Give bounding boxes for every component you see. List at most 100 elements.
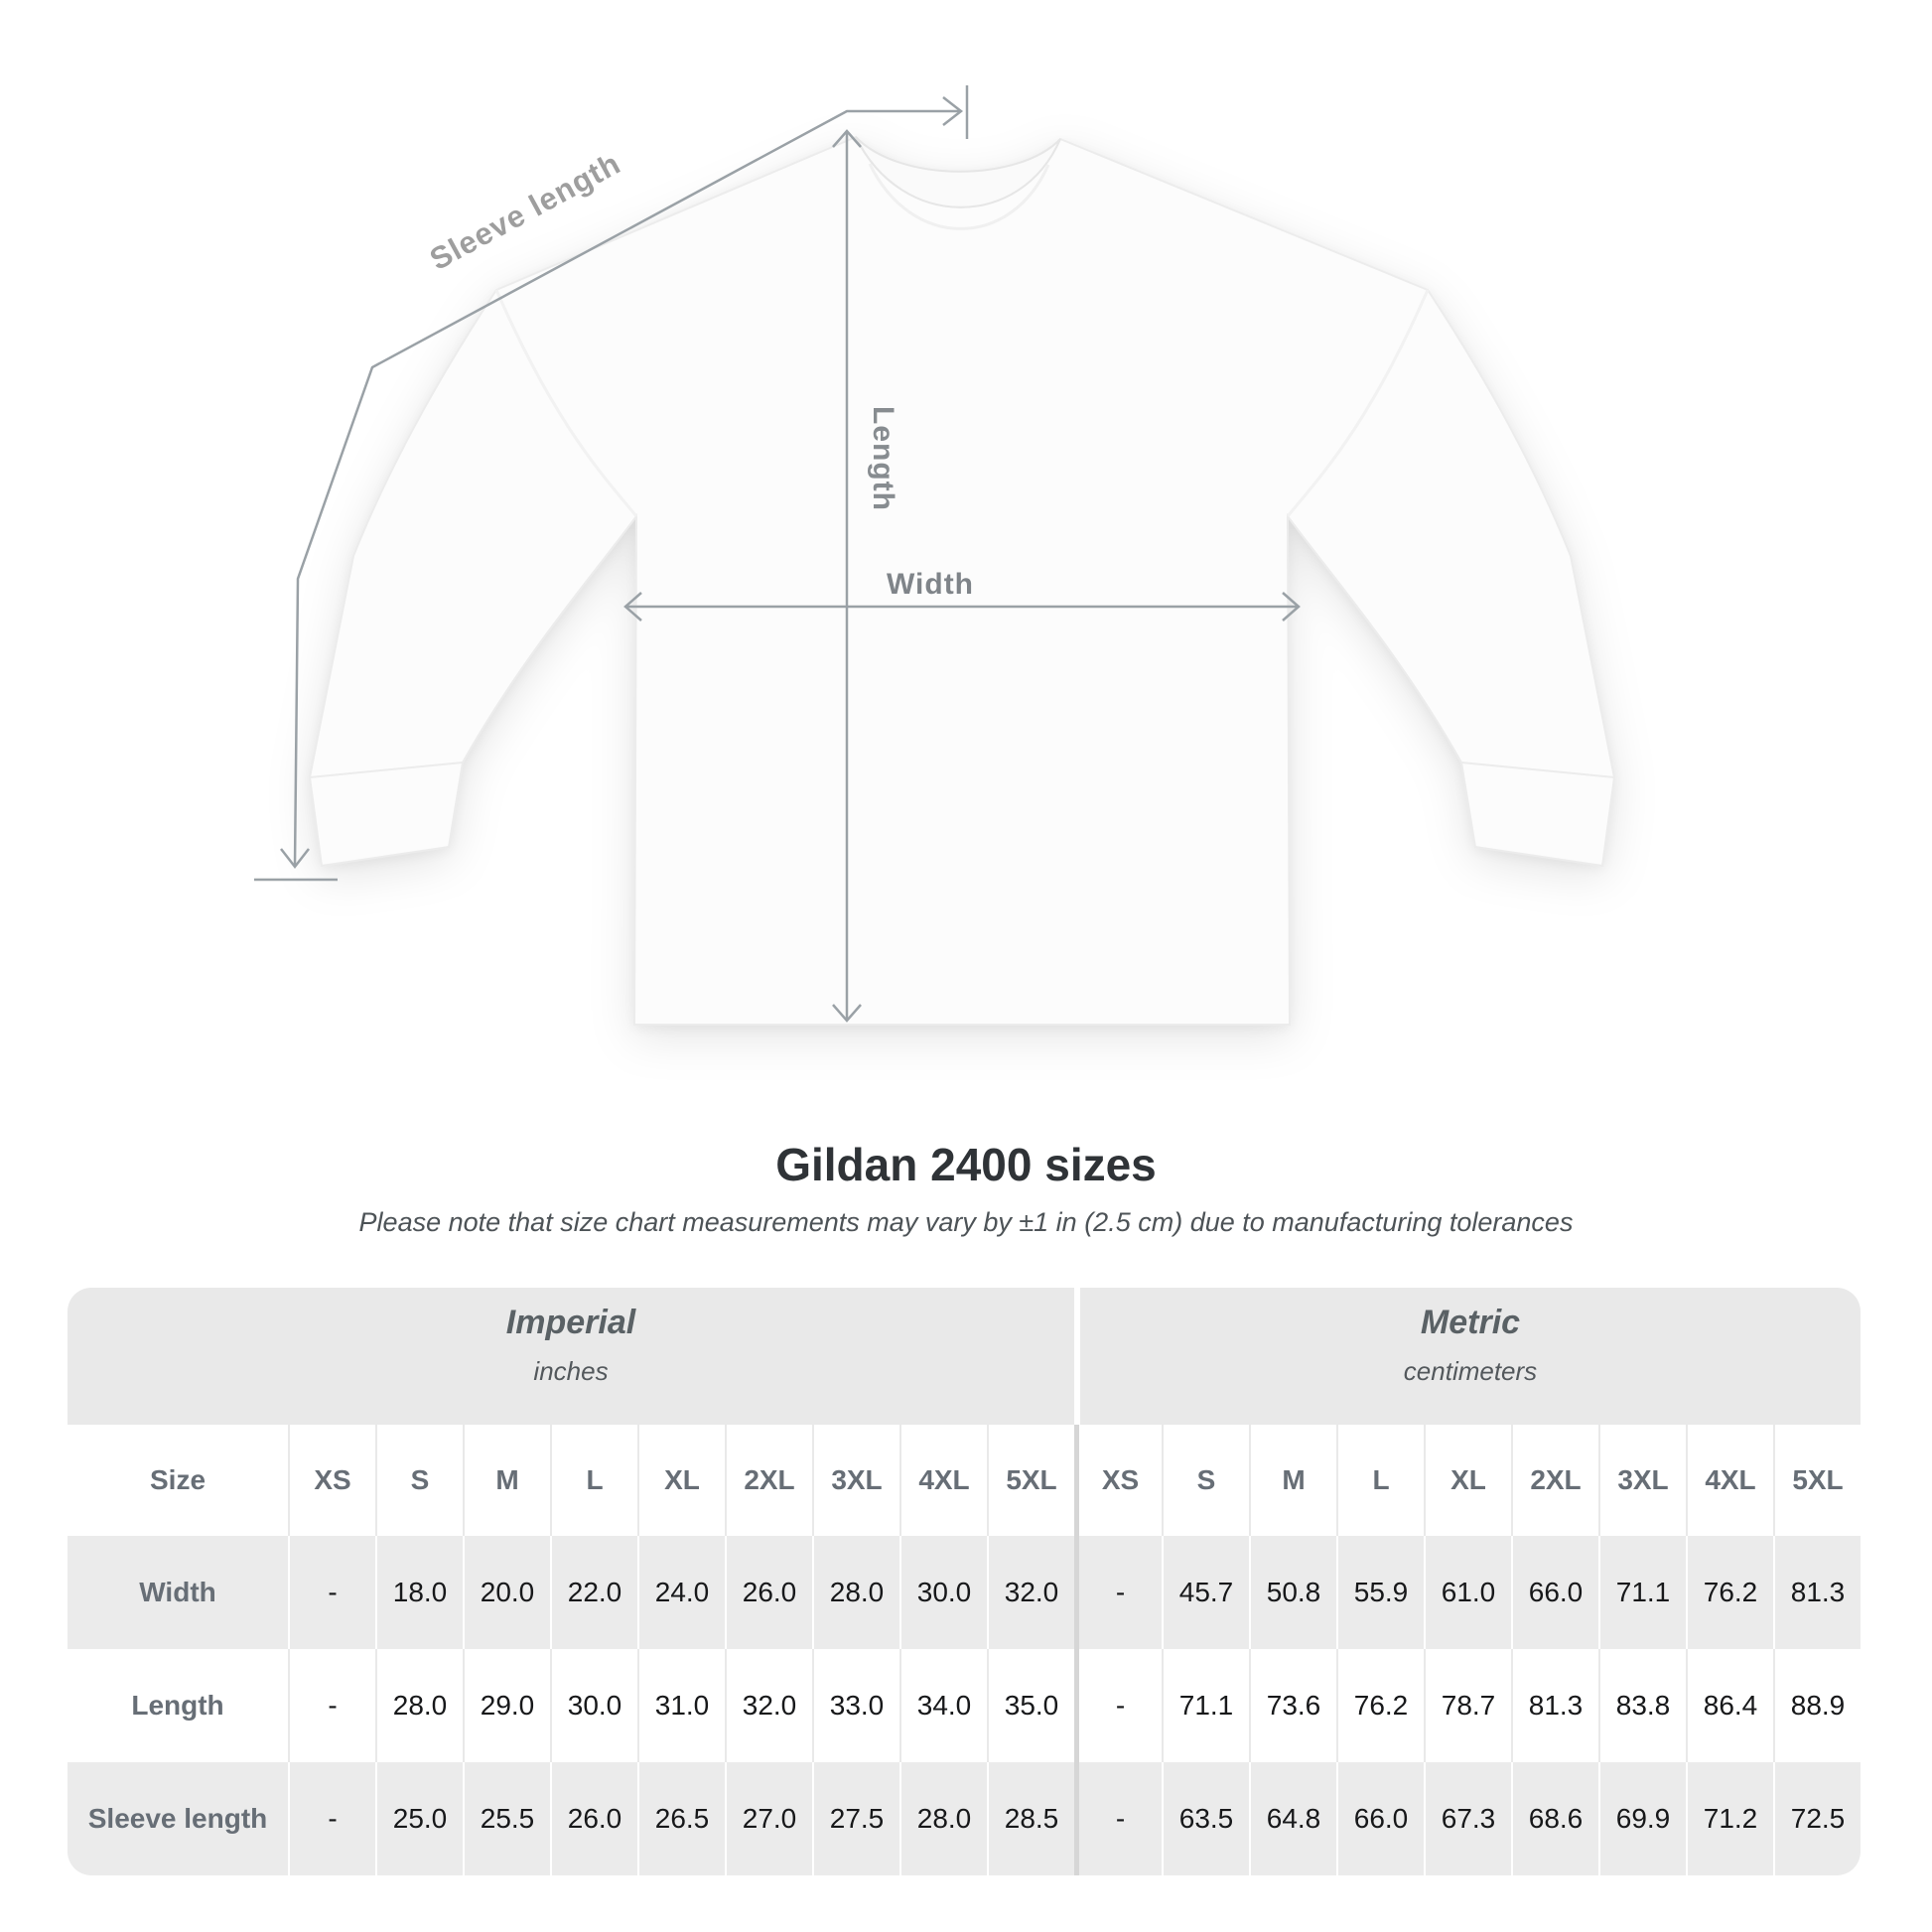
sleeve-imperial-5xl: 28.5 (987, 1762, 1074, 1875)
size-header-imperial-s: S (375, 1425, 463, 1536)
row-label-length: Length (131, 1690, 224, 1721)
width-imperial-s: 18.0 (375, 1536, 463, 1649)
length-imperial-4xl: 34.0 (899, 1649, 987, 1762)
imperial-band-title: Imperial (505, 1304, 636, 1341)
width-imperial-3xl: 28.0 (812, 1536, 899, 1649)
sleeve-length-line (293, 109, 961, 867)
sleeve-metric-l: 66.0 (1336, 1762, 1424, 1875)
width-imperial-l: 22.0 (550, 1536, 637, 1649)
sleeve-imperial-4xl: 28.0 (899, 1762, 987, 1875)
sleeve-metric-xs: - (1074, 1762, 1162, 1875)
left-cuff-seam (309, 761, 464, 778)
band-divider-gap (1074, 1288, 1080, 1425)
length-metric-4xl: 86.4 (1686, 1649, 1773, 1762)
size-header-metric-2xl: 2XL (1511, 1425, 1598, 1536)
length-metric-xl: 78.7 (1424, 1649, 1511, 1762)
width-metric-5xl: 81.3 (1773, 1536, 1861, 1649)
width-imperial-4xl: 30.0 (899, 1536, 987, 1649)
length-imperial-xl: 31.0 (637, 1649, 725, 1762)
sleeve-imperial-m: 25.5 (463, 1762, 550, 1875)
sleeve-imperial-3xl: 27.5 (812, 1762, 899, 1875)
size-header-metric-l: L (1336, 1425, 1424, 1536)
imperial-band-unit: inches (533, 1356, 609, 1386)
size-header-imperial-3xl: 3XL (812, 1425, 899, 1536)
width-metric-m: 50.8 (1249, 1536, 1336, 1649)
width-imperial-2xl: 26.0 (725, 1536, 812, 1649)
size-column-header: Size (149, 1464, 207, 1495)
length-imperial-s: 28.0 (375, 1649, 463, 1762)
size-header-metric-xs: XS (1074, 1425, 1162, 1536)
table-row-length: Length - 28.0 29.0 30.0 31.0 32.0 33.0 3… (68, 1649, 1861, 1762)
width-imperial-m: 20.0 (463, 1536, 550, 1649)
sleeve-metric-2xl: 68.6 (1511, 1762, 1598, 1875)
right-sleeve-crease (1286, 289, 1430, 517)
size-header-imperial-l: L (550, 1425, 637, 1536)
collar-shadow-seam (868, 163, 1050, 230)
length-metric-xs: - (1074, 1649, 1162, 1762)
sleeve-metric-3xl: 69.9 (1598, 1762, 1686, 1875)
length-arrow-up (832, 129, 862, 148)
size-header-metric-4xl: 4XL (1686, 1425, 1773, 1536)
table-row-width: Width - 18.0 20.0 22.0 24.0 26.0 28.0 30… (68, 1536, 1861, 1649)
width-imperial-xl: 24.0 (637, 1536, 725, 1649)
shirt-collar (855, 136, 1061, 208)
width-imperial-5xl: 32.0 (987, 1536, 1074, 1649)
sleeve-imperial-l: 26.0 (550, 1762, 637, 1875)
sleeve-metric-xl: 67.3 (1424, 1762, 1511, 1875)
length-measure: Length (832, 129, 899, 1023)
size-header-row: Size XS S M L XL 2XL 3XL 4XL 5XL XS S M … (68, 1425, 1861, 1536)
length-metric-2xl: 81.3 (1511, 1649, 1598, 1762)
length-arrow-down (832, 1004, 862, 1023)
size-header-imperial-2xl: 2XL (725, 1425, 812, 1536)
width-metric-s: 45.7 (1162, 1536, 1249, 1649)
size-header-imperial-m: M (463, 1425, 550, 1536)
sleeve-imperial-xl: 26.5 (637, 1762, 725, 1875)
length-metric-l: 76.2 (1336, 1649, 1424, 1762)
size-header-imperial-xs: XS (288, 1425, 375, 1536)
width-metric-l: 55.9 (1336, 1536, 1424, 1649)
page-title: Gildan 2400 sizes (775, 1139, 1157, 1190)
length-metric-5xl: 88.9 (1773, 1649, 1861, 1762)
size-header-metric-m: M (1249, 1425, 1336, 1536)
length-imperial-2xl: 32.0 (725, 1649, 812, 1762)
sleeve-length-arrow-down (280, 848, 310, 870)
width-metric-xs: - (1074, 1536, 1162, 1649)
chart-heading: Gildan 2400 sizes Please note that size … (0, 1138, 1932, 1238)
length-imperial-l: 30.0 (550, 1649, 637, 1762)
size-header-imperial-xl: XL (637, 1425, 725, 1536)
row-label-width: Width (139, 1577, 216, 1607)
width-arrow-right (1282, 592, 1301, 621)
length-imperial-5xl: 35.0 (987, 1649, 1074, 1762)
width-measure: Width (623, 568, 1301, 621)
right-cuff-seam (1460, 761, 1615, 778)
sleeve-imperial-xs: - (288, 1762, 375, 1875)
length-metric-s: 71.1 (1162, 1649, 1249, 1762)
sleeve-metric-4xl: 71.2 (1686, 1762, 1773, 1875)
length-imperial-m: 29.0 (463, 1649, 550, 1762)
length-metric-m: 73.6 (1249, 1649, 1336, 1762)
width-arrow-left (623, 592, 642, 621)
table-row-sleeve-length: Sleeve length - 25.0 25.5 26.0 26.5 27.0… (68, 1762, 1861, 1875)
length-metric-3xl: 83.8 (1598, 1649, 1686, 1762)
size-header-metric-xl: XL (1424, 1425, 1511, 1536)
size-header-metric-5xl: 5XL (1773, 1425, 1861, 1536)
shirt-measurement-diagram: Sleeve length Length Width (254, 85, 1616, 1026)
size-header-metric-3xl: 3XL (1598, 1425, 1686, 1536)
row-label-sleeve-length: Sleeve length (87, 1803, 268, 1834)
length-imperial-xs: - (288, 1649, 375, 1762)
width-metric-xl: 61.0 (1424, 1536, 1511, 1649)
width-imperial-xs: - (288, 1536, 375, 1649)
length-label: Length (867, 406, 899, 511)
size-header-imperial-4xl: 4XL (899, 1425, 987, 1536)
sleeve-metric-5xl: 72.5 (1773, 1762, 1861, 1875)
unit-band: Imperial inches Metric centimeters (68, 1288, 1861, 1425)
sleeve-length-arrow-right (942, 96, 964, 126)
width-metric-3xl: 71.1 (1598, 1536, 1686, 1649)
width-metric-4xl: 76.2 (1686, 1536, 1773, 1649)
sleeve-imperial-2xl: 27.0 (725, 1762, 812, 1875)
length-imperial-3xl: 33.0 (812, 1649, 899, 1762)
size-header-imperial-5xl: 5XL (987, 1425, 1074, 1536)
tolerance-note: Please note that size chart measurements… (358, 1207, 1574, 1237)
size-header-metric-s: S (1162, 1425, 1249, 1536)
sleeve-imperial-s: 25.0 (375, 1762, 463, 1875)
